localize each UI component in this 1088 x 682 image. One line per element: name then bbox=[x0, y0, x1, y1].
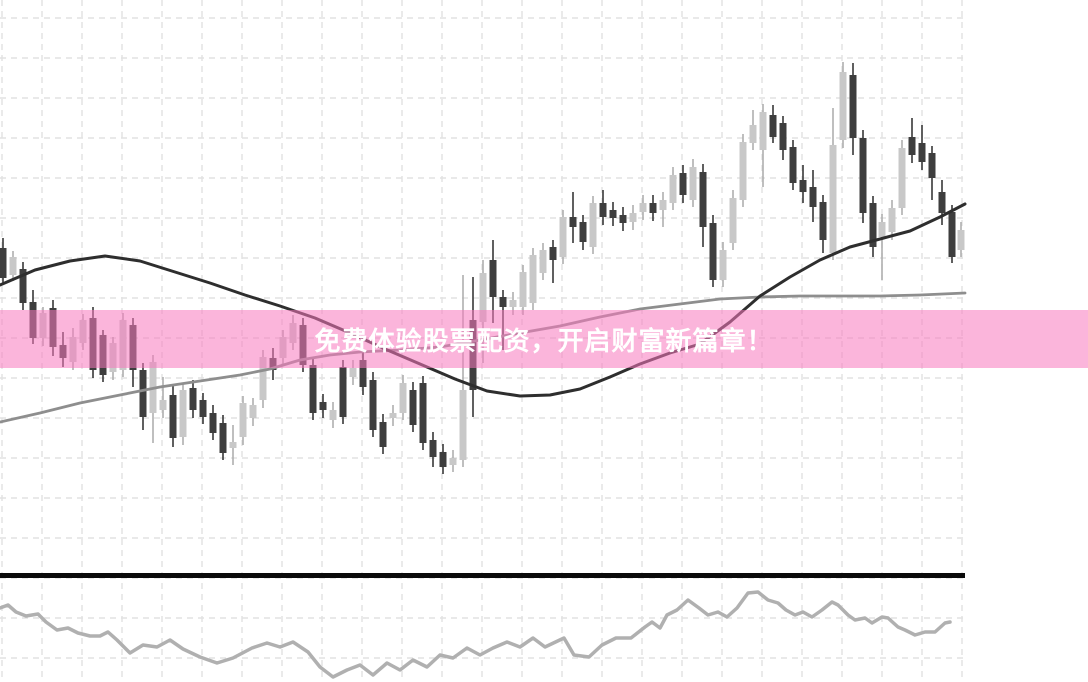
candle-body bbox=[829, 145, 837, 253]
candle-body bbox=[419, 383, 427, 443]
ma-line-dark bbox=[0, 202, 967, 398]
candle-body bbox=[359, 360, 367, 387]
candle-body bbox=[209, 413, 217, 433]
candle-body bbox=[259, 357, 267, 400]
candle-body bbox=[649, 203, 657, 213]
candle-body bbox=[679, 173, 687, 195]
candle-body bbox=[569, 217, 577, 227]
candle-body bbox=[869, 203, 877, 247]
candle-body bbox=[908, 137, 916, 155]
candle-body bbox=[369, 380, 377, 430]
candle-body bbox=[139, 370, 147, 417]
candle-body bbox=[957, 230, 965, 250]
candle-body bbox=[749, 125, 757, 143]
candle-body bbox=[179, 390, 187, 437]
candle-body bbox=[559, 217, 567, 257]
candle-body bbox=[769, 115, 777, 137]
candle-body bbox=[599, 203, 607, 217]
candle-body bbox=[159, 400, 167, 410]
candle-body bbox=[479, 273, 487, 322]
candle-body bbox=[499, 297, 507, 307]
candle-body bbox=[399, 383, 407, 413]
promo-banner-text: 免费体验股票配资，开启财富新篇章！ bbox=[314, 325, 774, 356]
candle-body bbox=[19, 269, 27, 303]
candle-body bbox=[639, 203, 647, 212]
candle-body bbox=[539, 250, 547, 273]
candle-body bbox=[309, 365, 317, 413]
candle-body bbox=[429, 440, 437, 457]
candle-body bbox=[759, 112, 767, 150]
candle-body bbox=[219, 423, 227, 453]
candle-body bbox=[239, 403, 247, 437]
candle-body bbox=[619, 215, 627, 223]
candle-body bbox=[329, 410, 337, 420]
candle-body bbox=[918, 143, 926, 162]
candle-body bbox=[629, 213, 637, 222]
candle-body bbox=[859, 138, 867, 213]
candle-body bbox=[349, 368, 357, 377]
candle-body bbox=[529, 255, 537, 303]
candle-body bbox=[379, 422, 387, 447]
candle-body bbox=[719, 250, 727, 280]
candle-body bbox=[809, 187, 817, 207]
candle-body bbox=[249, 405, 257, 418]
candle-body bbox=[319, 402, 327, 410]
candle-body bbox=[779, 123, 787, 150]
candle-body bbox=[389, 413, 397, 418]
candle-body bbox=[948, 212, 956, 257]
candle-body bbox=[689, 167, 697, 200]
promo-banner[interactable]: 免费体验股票配资，开启财富新篇章！ bbox=[0, 310, 1088, 368]
candle-body bbox=[729, 198, 737, 243]
candle-body bbox=[739, 142, 747, 200]
candle-body bbox=[509, 300, 517, 307]
candle-body bbox=[659, 200, 667, 210]
candle-body bbox=[898, 148, 906, 208]
candle-body bbox=[888, 208, 896, 232]
candle-body bbox=[549, 247, 557, 260]
candle-body bbox=[699, 172, 707, 227]
candle-body bbox=[0, 248, 7, 278]
candle-body bbox=[839, 72, 847, 140]
indicator-line bbox=[0, 590, 952, 679]
candle-body bbox=[819, 202, 827, 240]
candle-body bbox=[409, 390, 417, 425]
candle-body bbox=[169, 395, 177, 438]
candle-body bbox=[459, 390, 467, 460]
candle-body bbox=[878, 222, 886, 237]
candle-body bbox=[928, 153, 936, 178]
candle-body bbox=[339, 367, 347, 417]
candle-body bbox=[489, 260, 497, 297]
candle-body bbox=[609, 210, 617, 218]
panel-separator bbox=[0, 573, 965, 578]
candle-body bbox=[669, 175, 677, 203]
candle-body bbox=[189, 388, 197, 410]
candle-body bbox=[199, 400, 207, 417]
candle-body bbox=[799, 180, 807, 192]
candle-body bbox=[519, 272, 527, 307]
candle-body bbox=[229, 442, 237, 448]
candle-body bbox=[938, 192, 946, 213]
candle-body bbox=[789, 147, 797, 183]
candle-body bbox=[709, 223, 717, 280]
candle-body bbox=[589, 203, 597, 247]
candle-body bbox=[449, 458, 457, 465]
candle-body bbox=[9, 257, 17, 275]
candle-body bbox=[849, 75, 857, 138]
candle-body bbox=[579, 222, 587, 242]
candle-body bbox=[439, 452, 447, 467]
